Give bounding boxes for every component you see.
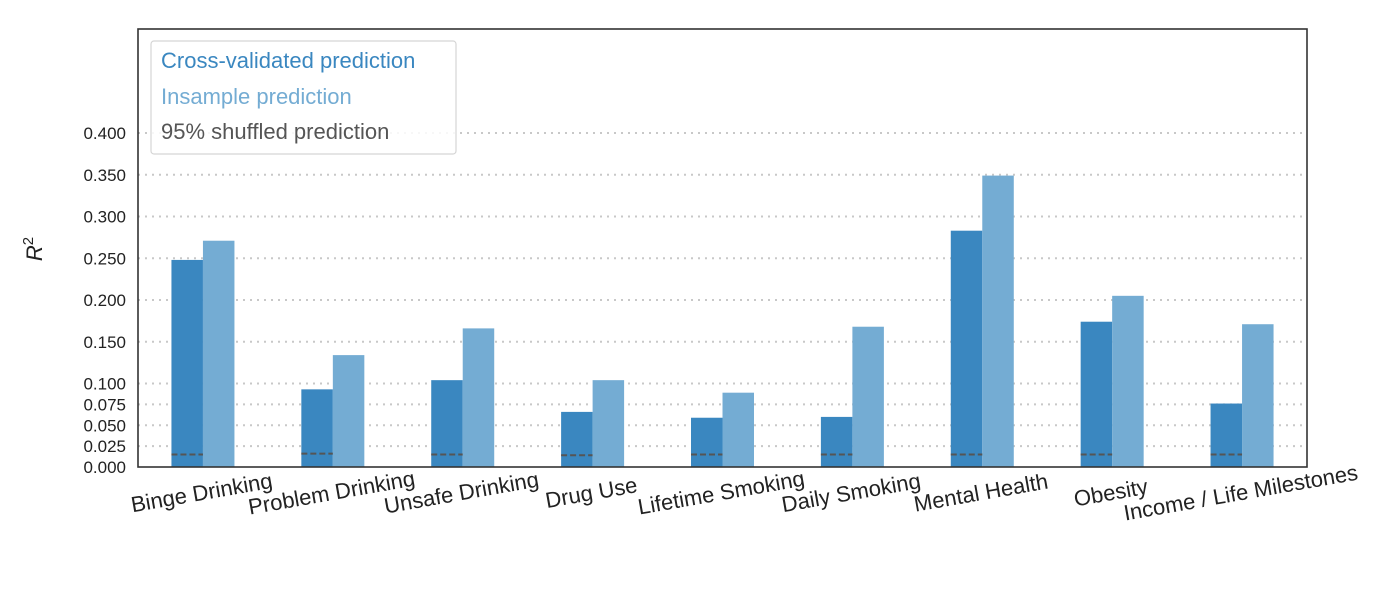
y-tick-label: 0.025	[83, 437, 126, 456]
y-tick-label: 0.050	[83, 416, 126, 435]
x-tick-label: Mental Health	[912, 469, 1050, 517]
y-tick-label: 0.100	[83, 375, 126, 394]
bar-cross-validated	[171, 259, 203, 467]
bar-cross-validated	[1210, 403, 1243, 467]
bar-cross-validated	[561, 411, 593, 467]
x-tick-label: Income / Life Milestones	[1122, 460, 1360, 526]
bar-insample	[722, 392, 754, 467]
legend: Cross-validated prediction Insample predi…	[150, 40, 457, 155]
x-tick-label: Drug Use	[543, 472, 639, 513]
bar-insample	[852, 326, 884, 467]
y-tick-label: 0.300	[83, 208, 126, 227]
bar-insample	[1112, 295, 1144, 467]
bar-insample	[332, 355, 365, 467]
y-tick-label: 0.075	[83, 395, 126, 414]
legend-box	[150, 40, 457, 155]
bar-insample	[1242, 324, 1274, 467]
y-tick-label: 0.200	[83, 291, 126, 310]
bar-insample	[462, 328, 495, 467]
y-tick-label: 0.400	[83, 124, 126, 143]
bar-cross-validated	[950, 230, 983, 467]
y-tick-label: 0.350	[83, 166, 126, 185]
bar-cross-validated	[820, 416, 853, 467]
legend-entry: Cross-validated prediction	[161, 48, 415, 73]
y-tick-label: 0.000	[83, 458, 126, 477]
y-axis-label-main: R	[22, 245, 47, 261]
bars	[171, 175, 1274, 467]
y-axis-label: R2	[20, 237, 47, 261]
bar-cross-validated	[431, 380, 463, 467]
bar-insample	[202, 240, 235, 467]
legend-entry: 95% shuffled prediction	[161, 119, 389, 144]
bar-cross-validated	[301, 389, 333, 467]
bar-cross-validated	[691, 417, 723, 467]
y-axis-label-sup: 2	[20, 237, 37, 245]
legend-entry: Insample prediction	[161, 84, 352, 109]
y-tick-label: 0.250	[83, 249, 126, 268]
bar-cross-validated	[1080, 321, 1113, 467]
y-tick-label: 0.150	[83, 333, 126, 352]
bar-insample	[982, 175, 1014, 467]
bar-insample	[592, 380, 625, 467]
plot-frame	[137, 28, 1308, 468]
